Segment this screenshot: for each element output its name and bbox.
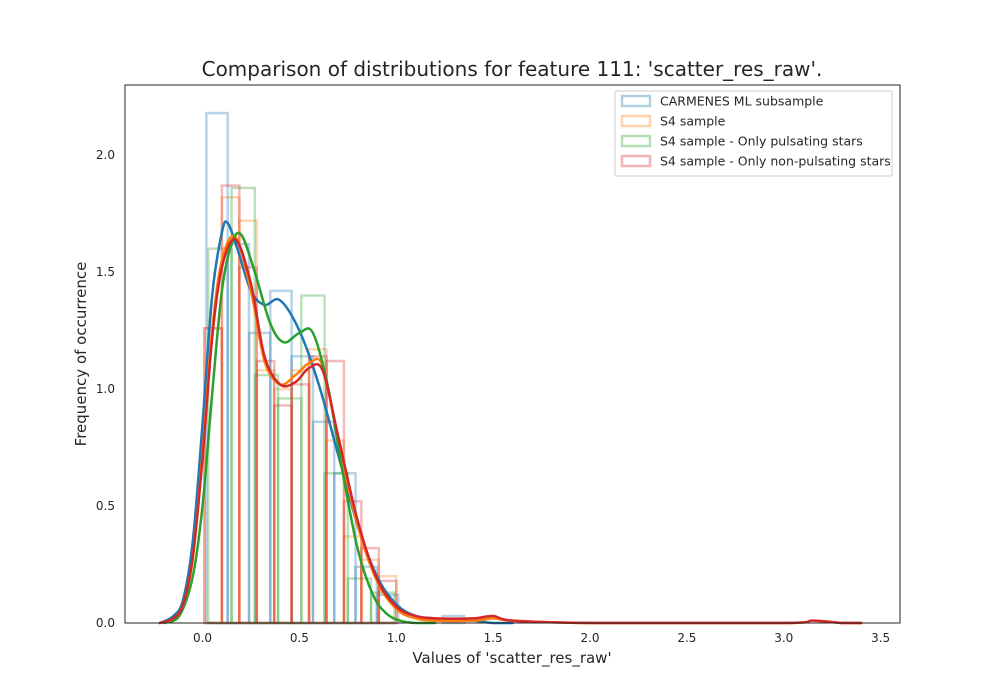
legend: CARMENES ML subsample S4 sample S4 sample …: [614, 90, 893, 177]
kde-line: [162, 231, 437, 625]
y-axis-label: Frequency of occurrence: [72, 262, 90, 447]
hist-bar: [276, 397, 303, 625]
x-tick-label: 2.5: [677, 631, 696, 645]
x-tick-label: 0.0: [193, 631, 212, 645]
hist-bar: [346, 577, 373, 625]
legend-frame: [614, 90, 893, 177]
legend-label: S4 sample - Only pulsating stars: [660, 134, 863, 149]
hist-bar: [272, 387, 293, 625]
chart-title: Comparison of distributions for feature …: [202, 57, 823, 81]
legend-swatch: [620, 134, 652, 148]
x-tick-label: 2.0: [580, 631, 599, 645]
y-tick-label: 0.0: [96, 616, 115, 630]
x-tick-label: 3.5: [871, 631, 890, 645]
y-tick-label: 0.5: [96, 499, 115, 513]
hist-bar: [272, 404, 293, 625]
legend-label: S4 sample: [660, 114, 726, 129]
x-tick-label: 0.5: [290, 631, 309, 645]
y-tick-label: 1.0: [96, 382, 115, 396]
kde-line: [158, 234, 863, 625]
plot-frame: [124, 84, 901, 624]
x-axis-ticks: 0.0 0.5 1.0 1.5 2.0 2.5 3.0 3.5: [193, 631, 890, 645]
kde-line: [158, 237, 863, 625]
x-tick-label: 3.0: [774, 631, 793, 645]
legend-label: CARMENES ML subsample: [660, 94, 824, 109]
y-tick-label: 1.5: [96, 265, 115, 279]
legend-swatch: [620, 154, 652, 168]
legend-swatch: [620, 114, 652, 128]
y-tick-label: 2.0: [96, 148, 115, 162]
x-tick-label: 1.0: [387, 631, 406, 645]
y-axis-ticks: 0.0 0.5 1.0 1.5 2.0: [96, 148, 115, 630]
x-tick-label: 1.5: [484, 631, 503, 645]
hist-bar: [255, 359, 276, 625]
histogram-layer: [203, 111, 466, 625]
legend-swatch: [620, 94, 652, 108]
x-axis-label: Values of 'scatter_res_raw': [412, 649, 611, 668]
hist-bar: [255, 369, 276, 625]
hist-bar: [247, 331, 272, 625]
legend-label: S4 sample - Only non-pulsating stars: [660, 154, 891, 169]
kde-layer: [158, 220, 863, 625]
